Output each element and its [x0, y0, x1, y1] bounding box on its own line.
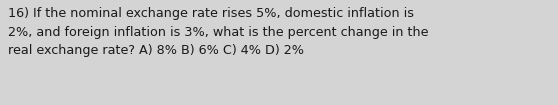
Text: 16) If the nominal exchange rate rises 5%, domestic inflation is
2%, and foreign: 16) If the nominal exchange rate rises 5…	[8, 7, 429, 57]
